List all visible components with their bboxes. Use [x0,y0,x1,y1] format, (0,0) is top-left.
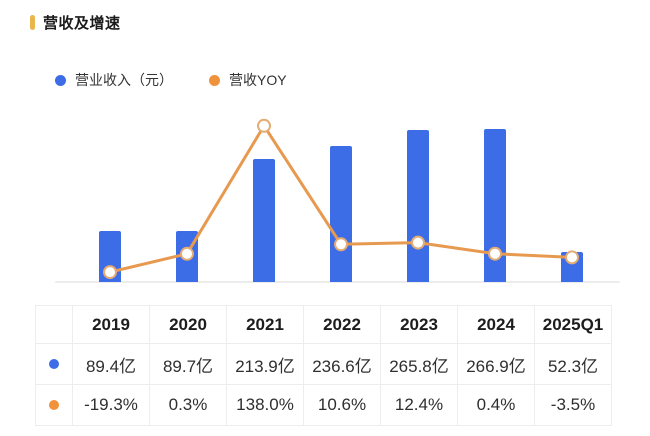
table-corner-cell [35,305,73,344]
table-cell-2021-yoy: 138.0% [226,384,304,426]
table-cell-2019-revenue: 89.4亿 [72,343,150,385]
table-row-revenue: 89.4亿 89.7亿 213.9亿 236.6亿 265.8亿 266.9亿 52.3亿 [35,343,612,385]
table-header-2023: 2023 [380,305,458,344]
legend-item-yoy: 营收YOY [209,70,287,90]
revenue-bar-2024 [484,129,506,282]
table-cell-2022-yoy: 10.6% [303,384,381,426]
legend-label: 营业收入（元） [75,72,173,88]
yoy-point-2021 [257,118,271,133]
legend-label: 营收YOY [229,72,287,88]
section-header: 营收及增速 [30,12,121,33]
yoy-point-2020 [180,246,194,261]
revenue-legend-dot-icon [55,74,66,86]
table-cell-2019-yoy: -19.3% [72,384,150,426]
yoy-point-2023 [411,235,425,250]
row-marker-cell [35,343,73,385]
table-cell-2021-revenue: 213.9亿 [226,343,304,385]
table-cell-2020-yoy: 0.3% [149,384,227,426]
table-cell-2024-revenue: 266.9亿 [457,343,535,385]
table-header-2019: 2019 [72,305,150,344]
table-cell-2024-yoy: 0.4% [457,384,535,426]
table-header-2020: 2020 [149,305,227,344]
yoy-point-2025Q1 [565,250,579,265]
yoy-point-2019 [103,265,117,280]
table-cell-2023-yoy: 12.4% [380,384,458,426]
table-header-2022: 2022 [303,305,381,344]
revenue-growth-chart [0,106,650,284]
yoy-row-dot-icon [49,400,59,410]
table-header-2021: 2021 [226,305,304,344]
revenue-bar-2021 [253,159,275,282]
table-header-row: 2019 2020 2021 2022 2023 2024 2025Q1 [35,305,612,344]
table-row-yoy: -19.3% 0.3% 138.0% 10.6% 12.4% 0.4% -3.5% [35,384,612,426]
x-axis-line [55,281,620,283]
data-table: 2019 2020 2021 2022 2023 2024 2025Q1 89.4亿 89.7亿… [35,305,612,426]
table-cell-2022-revenue: 236.6亿 [303,343,381,385]
revenue-row-dot-icon [49,359,59,369]
table-cell-2025Q1-revenue: 52.3亿 [534,343,612,385]
chart-legend: 营业收入（元） 营收YOY [55,70,287,90]
table-cell-2020-revenue: 89.7亿 [149,343,227,385]
yoy-legend-dot-icon [209,74,220,86]
table-header-2025Q1: 2025Q1 [534,305,612,344]
yoy-line-layer [103,118,579,280]
legend-item-revenue: 营业收入（元） [55,70,173,90]
page-title: 营收及增速 [43,15,121,32]
table-cell-2023-revenue: 265.8亿 [380,343,458,385]
table-cell-2025Q1-yoy: -3.5% [534,384,612,426]
row-marker-cell [35,384,73,426]
table-header-2024: 2024 [457,305,535,344]
yoy-point-2024 [488,246,502,261]
title-accent-bar-icon [30,15,35,30]
yoy-point-2022 [334,237,348,252]
